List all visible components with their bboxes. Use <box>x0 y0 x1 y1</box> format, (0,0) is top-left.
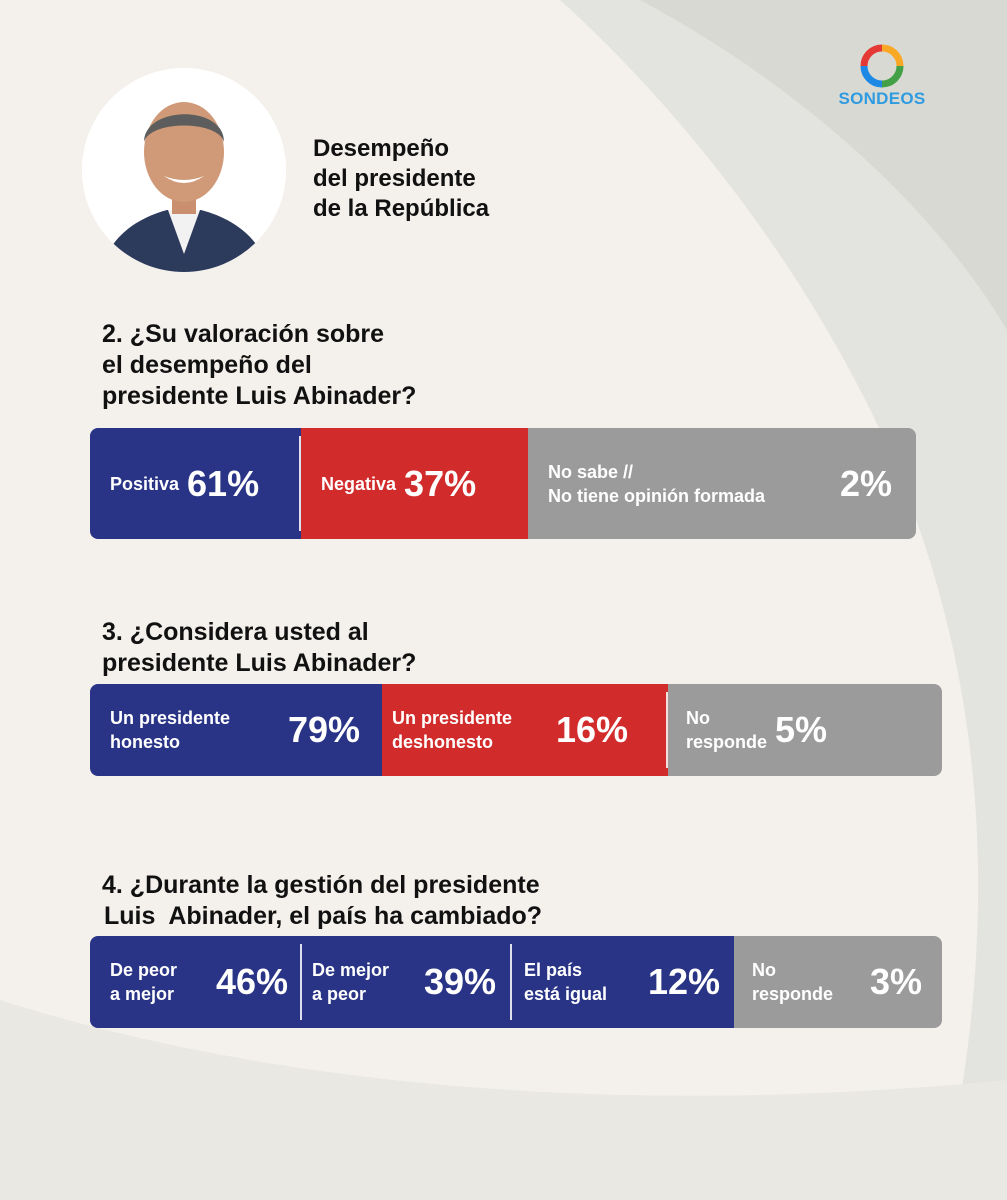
segment-value: 3% <box>869 961 922 1002</box>
segment-value: 16% <box>555 709 628 750</box>
segment-label: Un presidente honesto <box>110 708 231 752</box>
segment-value: 5% <box>775 709 828 750</box>
bar-segment-deshonesto: Un presidente deshonesto 16% <box>382 684 668 776</box>
segment-value: 39% <box>423 961 496 1002</box>
segment-label: Un presidente deshonesto <box>392 708 513 752</box>
president-portrait <box>82 68 286 272</box>
segment-label: De peor a mejor <box>110 960 178 1004</box>
segment-value: 46% <box>215 961 288 1002</box>
page-title: Desempeño del presidente de la República <box>313 134 613 224</box>
question-title-line: 3. ¿Considera usted al <box>102 618 369 646</box>
bar-segment-peor-a-mejor: De peor a mejor 46% <box>90 936 302 1028</box>
page-title-line: Desempeño <box>313 135 450 162</box>
segment-label: No sabe // No tiene opinión formada <box>548 461 766 506</box>
page-title-line: de la República <box>313 195 490 222</box>
bar-segment-positiva: Positiva 61% <box>90 428 301 539</box>
segment-value: 79% <box>287 709 360 750</box>
question-title-line: Luis Abinader, el país ha cambiado? <box>104 902 543 930</box>
segment-value: 12% <box>647 961 720 1002</box>
sondeos-ring-icon <box>860 44 904 88</box>
sondeos-logo: SONDEOS <box>822 44 942 108</box>
segment-label: Negativa <box>321 473 397 494</box>
question-4-bar: De peor a mejor 46% De mejor a peor 39% … <box>90 936 942 1028</box>
question-3-bar: Un presidente honesto 79% Un presidente … <box>90 684 942 776</box>
segment-value: 61% <box>187 462 260 504</box>
question-title-line: 2. ¿Su valoración sobre <box>102 320 385 348</box>
segment-label: De mejor a peor <box>312 960 390 1004</box>
bar-segment-no-responde-4: No responde 3% <box>734 936 942 1028</box>
bar-segment-mejor-a-peor: De mejor a peor 39% <box>302 936 512 1028</box>
segment-label: No responde <box>686 708 768 752</box>
question-4-title: 4. ¿Durante la gestión del presidente Lu… <box>102 870 542 932</box>
sondeos-wordmark: SONDEOS <box>838 89 926 108</box>
bar-segment-igual: El país está igual 12% <box>512 936 734 1028</box>
segment-value: 2% <box>839 462 892 504</box>
question-title-line: el desempeño del <box>102 351 312 379</box>
question-2-title: 2. ¿Su valoración sobre el desempeño del… <box>102 319 416 412</box>
question-2-bar: Positiva 61% Negativa 37% No sabe // No … <box>90 428 916 539</box>
question-title-line: presidente Luis Abinader? <box>102 649 417 677</box>
segment-value: 37% <box>404 462 477 504</box>
bar-segment-honesto: Un presidente honesto 79% <box>90 684 382 776</box>
segment-label: No responde <box>752 960 834 1004</box>
bar-segment-no-sabe: No sabe // No tiene opinión formada 2% <box>528 428 916 539</box>
question-3-title: 3. ¿Considera usted al presidente Luis A… <box>102 617 416 679</box>
question-title-line: 4. ¿Durante la gestión del presidente <box>102 871 540 899</box>
segment-label: Positiva <box>110 473 180 494</box>
bar-segment-no-responde: No responde 5% <box>668 684 942 776</box>
portrait-image <box>82 68 286 272</box>
question-title-line: presidente Luis Abinader? <box>102 382 417 410</box>
bar-segment-negativa: Negativa 37% <box>301 428 528 539</box>
page-title-line: del presidente <box>313 165 476 192</box>
segment-label: El país está igual <box>524 960 608 1004</box>
